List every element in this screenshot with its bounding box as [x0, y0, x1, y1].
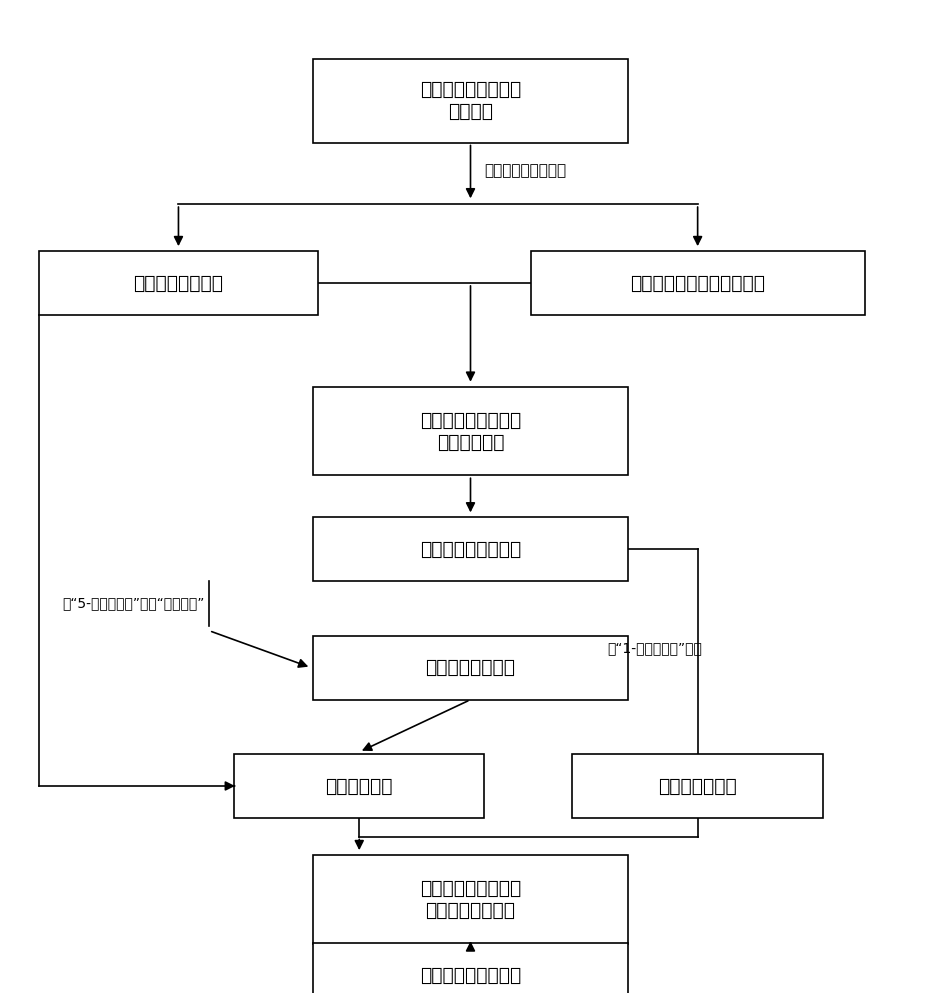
FancyBboxPatch shape: [313, 59, 628, 143]
Text: 已知滑坡栅格单元: 已知滑坡栅格单元: [134, 274, 223, 293]
FancyBboxPatch shape: [572, 754, 822, 818]
FancyBboxPatch shape: [531, 251, 865, 315]
Text: 历史滑坡编录数据，
控制因素: 历史滑坡编录数据， 控制因素: [420, 80, 521, 121]
FancyBboxPatch shape: [40, 251, 317, 315]
Text: 频率比及相关性分析: 频率比及相关性分析: [485, 163, 566, 178]
FancyBboxPatch shape: [313, 517, 628, 581]
Text: 使用随机森林模型进
行全监督学习: 使用随机森林模型进 行全监督学习: [420, 410, 521, 451]
FancyBboxPatch shape: [313, 855, 628, 944]
FancyBboxPatch shape: [313, 636, 628, 700]
Text: 扩充滑坡栅格单元: 扩充滑坡栅格单元: [425, 658, 516, 677]
Text: 从“1-极低易发区”选择: 从“1-极低易发区”选择: [607, 641, 702, 655]
Text: 从“5-极高易发区”识别“潜在滑坡”: 从“5-极高易发区”识别“潜在滑坡”: [62, 597, 205, 611]
Text: 再次使用随机森林模
型进行半监督学习: 再次使用随机森林模 型进行半监督学习: [420, 879, 521, 920]
Text: 最终滑坡易发性分区: 最终滑坡易发性分区: [420, 966, 521, 985]
Text: 滑坡栅格单元: 滑坡栅格单元: [326, 776, 393, 795]
FancyBboxPatch shape: [313, 387, 628, 475]
Text: 随机选择的非滑坡栅格单元: 随机选择的非滑坡栅格单元: [630, 274, 765, 293]
FancyBboxPatch shape: [313, 943, 628, 1000]
FancyBboxPatch shape: [234, 754, 485, 818]
Text: 非滑坡栅格单元: 非滑坡栅格单元: [659, 776, 737, 795]
Text: 初始滑坡易发性分区: 初始滑坡易发性分区: [420, 540, 521, 559]
